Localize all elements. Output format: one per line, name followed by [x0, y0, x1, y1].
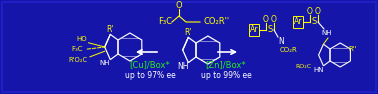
Text: up to 97% ee: up to 97% ee — [125, 72, 175, 80]
Text: S: S — [311, 17, 317, 27]
Text: R'': R'' — [349, 46, 357, 52]
Text: CO₂R: CO₂R — [280, 47, 298, 53]
Text: CO₂R'': CO₂R'' — [204, 17, 230, 27]
Text: NH: NH — [99, 60, 110, 66]
Text: O: O — [307, 6, 313, 16]
Text: O: O — [263, 14, 269, 24]
Text: NH: NH — [177, 62, 189, 71]
Text: Ar: Ar — [294, 17, 302, 27]
Text: NH: NH — [322, 30, 332, 36]
Text: R': R' — [184, 28, 192, 37]
Text: O: O — [176, 2, 182, 11]
Text: N: N — [278, 38, 284, 47]
Text: HN: HN — [313, 67, 324, 73]
Text: Ar: Ar — [250, 25, 258, 34]
Text: [Zn]/Box*: [Zn]/Box* — [206, 61, 246, 69]
Text: R'O₂C: R'O₂C — [68, 57, 87, 63]
Text: HO: HO — [77, 36, 87, 42]
Text: F₃C: F₃C — [158, 17, 172, 27]
Text: F₃C: F₃C — [71, 46, 83, 52]
Text: R': R' — [107, 25, 114, 34]
Text: up to 99% ee: up to 99% ee — [201, 72, 251, 80]
Text: RO₂C: RO₂C — [296, 64, 312, 69]
Text: [Cu]/Box*: [Cu]/Box* — [130, 61, 170, 69]
Text: S: S — [267, 25, 273, 34]
Text: O: O — [271, 14, 277, 24]
Text: O: O — [315, 6, 321, 16]
